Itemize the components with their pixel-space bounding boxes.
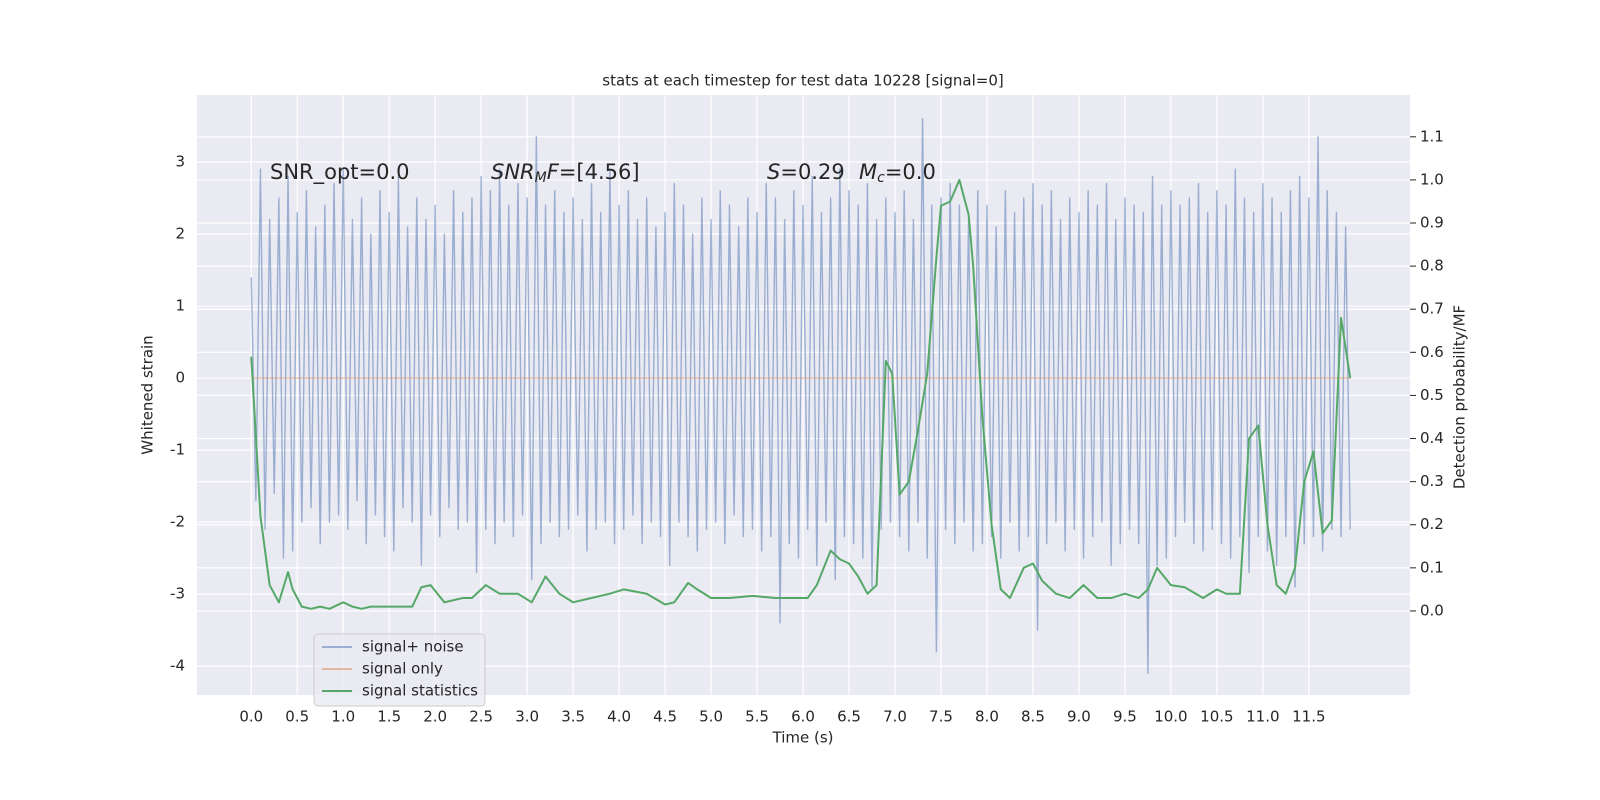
x-tick-label: 5.0 — [699, 708, 723, 726]
y2-tick-label: 0.4 — [1420, 429, 1444, 447]
y-tick-label: 3 — [175, 152, 185, 170]
x-axis-label: Time (s) — [772, 729, 834, 747]
y-tick-label: -1 — [170, 441, 185, 459]
annotation-part: F — [547, 160, 560, 184]
x-tick-label: 4.5 — [653, 708, 677, 726]
annotation: SNRMF=[4.56] — [491, 160, 640, 186]
x-tick-label: 3.0 — [515, 708, 539, 726]
x-tick-label: 7.0 — [883, 708, 907, 726]
y-tick-label: -3 — [170, 585, 185, 603]
x-tick-label: 0.5 — [285, 708, 309, 726]
annotation-part: S — [767, 160, 780, 184]
x-tick-label: 9.5 — [1113, 708, 1137, 726]
y2-tick-label: 0.5 — [1420, 386, 1444, 404]
y2-tick-label: 1.1 — [1420, 127, 1444, 145]
y-tick-label: -4 — [170, 657, 185, 675]
y2-tick-label: 0.6 — [1420, 343, 1444, 361]
annotation-part: =[4.56] — [559, 160, 640, 184]
x-tick-label: 3.5 — [561, 708, 585, 726]
y2-tick-label: 0.1 — [1420, 558, 1444, 576]
annotation-part: SNR_opt=0.0 — [270, 160, 410, 185]
x-tick-label: 2.5 — [469, 708, 493, 726]
x-tick-label: 8.5 — [1021, 708, 1045, 726]
x-tick-label: 0.0 — [239, 708, 263, 726]
x-tick-label: 2.0 — [423, 708, 447, 726]
x-tick-label: 1.5 — [377, 708, 401, 726]
y-tick-label: 1 — [175, 297, 185, 315]
x-tick-label: 11.0 — [1246, 708, 1279, 726]
y2-tick-label: 0.7 — [1420, 300, 1444, 318]
annotation-part: M — [535, 170, 547, 186]
y-tick-label: -2 — [170, 513, 185, 531]
y2-tick-label: 1.0 — [1420, 170, 1444, 188]
legend — [313, 633, 486, 707]
annotation-part: M — [859, 160, 877, 184]
annotation: Mc=0.0 — [859, 160, 936, 186]
y-tick-label: 0 — [175, 369, 185, 387]
annotation: S=0.29 — [767, 160, 845, 184]
x-tick-label: 6.0 — [791, 708, 815, 726]
legend-label: signal+ noise — [362, 638, 464, 656]
x-tick-label: 10.0 — [1154, 708, 1187, 726]
y-tick-label: 2 — [175, 225, 185, 243]
y2-axis-label: Detection probability/MF — [1451, 305, 1469, 489]
x-tick-label: 1.0 — [331, 708, 355, 726]
x-tick-label: 4.0 — [607, 708, 631, 726]
annotation-part: SNR — [491, 160, 535, 184]
legend-label: signal only — [362, 660, 443, 678]
x-tick-label: 8.0 — [975, 708, 999, 726]
y2-tick-label: 0.8 — [1420, 257, 1444, 275]
x-tick-label: 7.5 — [929, 708, 953, 726]
annotation: SNR_opt=0.0 — [270, 160, 410, 185]
annotation-part: =0.29 — [780, 160, 844, 184]
y2-tick-label: 0.3 — [1420, 472, 1444, 490]
chart-title: stats at each timestep for test data 102… — [602, 72, 1003, 90]
annotation-part: =0.0 — [885, 160, 936, 184]
series-line — [250, 178, 1352, 610]
annotation-part: c — [877, 170, 885, 186]
series-line — [250, 118, 1351, 675]
x-tick-label: 10.5 — [1200, 708, 1233, 726]
y2-tick-label: 0.9 — [1420, 214, 1444, 232]
y-axis-label: Whitened strain — [139, 335, 157, 454]
x-tick-label: 9.0 — [1067, 708, 1091, 726]
x-tick-label: 6.5 — [837, 708, 861, 726]
x-tick-label: 5.5 — [745, 708, 769, 726]
y2-tick-label: 0.2 — [1420, 515, 1444, 533]
x-tick-label: 11.5 — [1292, 708, 1325, 726]
y2-tick-label: 0.0 — [1420, 601, 1444, 619]
legend-label: signal statistics — [362, 682, 478, 700]
